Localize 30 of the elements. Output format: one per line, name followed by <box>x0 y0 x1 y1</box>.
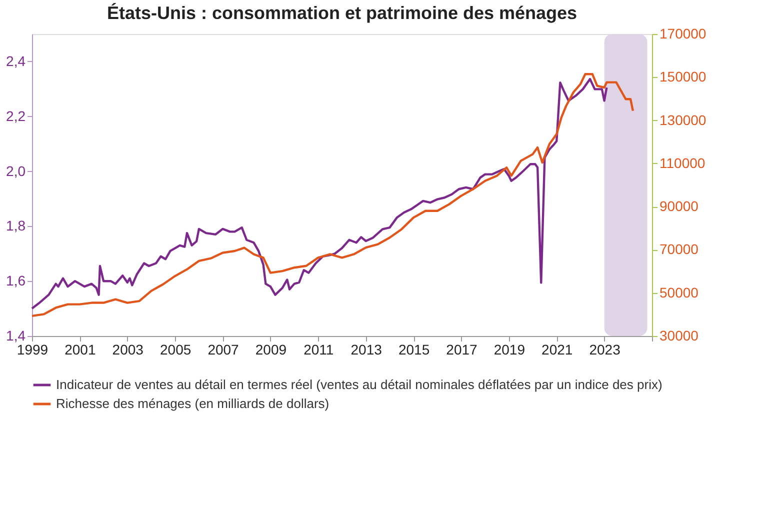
chart-title: États-Unis : consommation et patrimoine des ménages <box>106 3 578 23</box>
x-tick-label: 2013 <box>350 342 382 358</box>
x-tick-label: 2015 <box>398 342 430 358</box>
y-tick-label: 2,0 <box>6 162 26 179</box>
y-tick-label: 2,4 <box>6 52 26 69</box>
y2-tick-label: 30000 <box>660 328 699 344</box>
y2-tick-label: 70000 <box>660 241 699 258</box>
x-tick-label: 2005 <box>160 342 192 358</box>
x-tick-label: 2017 <box>446 342 478 358</box>
legend-label: Indicateur de ventes au détail en termes réel (ventes au détail nominales déflatées par un indice des prix) <box>56 377 662 392</box>
y2-tick-label: 150000 <box>660 68 706 85</box>
x-tick-label: 2007 <box>208 342 240 358</box>
x-tick-label: 2019 <box>494 342 526 358</box>
x-tick-label: 1999 <box>16 342 48 358</box>
x-tick-label: 2003 <box>112 342 144 358</box>
y-tick-label: 1,6 <box>6 272 26 289</box>
y2-tick-label: 90000 <box>660 198 699 214</box>
x-tick-label: 2009 <box>255 342 287 358</box>
y-tick-label: 1,4 <box>6 328 26 344</box>
y2-tick-label: 170000 <box>660 26 706 42</box>
x-tick-label: 2001 <box>64 342 96 358</box>
legend-label: Richesse des ménages (en milliards de dollars) <box>56 396 330 411</box>
y2-tick-label: 50000 <box>660 284 699 300</box>
y-tick-label: 2,2 <box>6 108 26 124</box>
y-tick-label: 1,8 <box>6 218 26 234</box>
x-tick-label: 2023 <box>589 342 621 358</box>
y2-tick-label: 110000 <box>660 154 706 171</box>
x-tick-label: 2021 <box>542 342 573 358</box>
x-tick-label: 2011 <box>304 342 334 358</box>
y2-tick-label: 130000 <box>660 112 706 128</box>
